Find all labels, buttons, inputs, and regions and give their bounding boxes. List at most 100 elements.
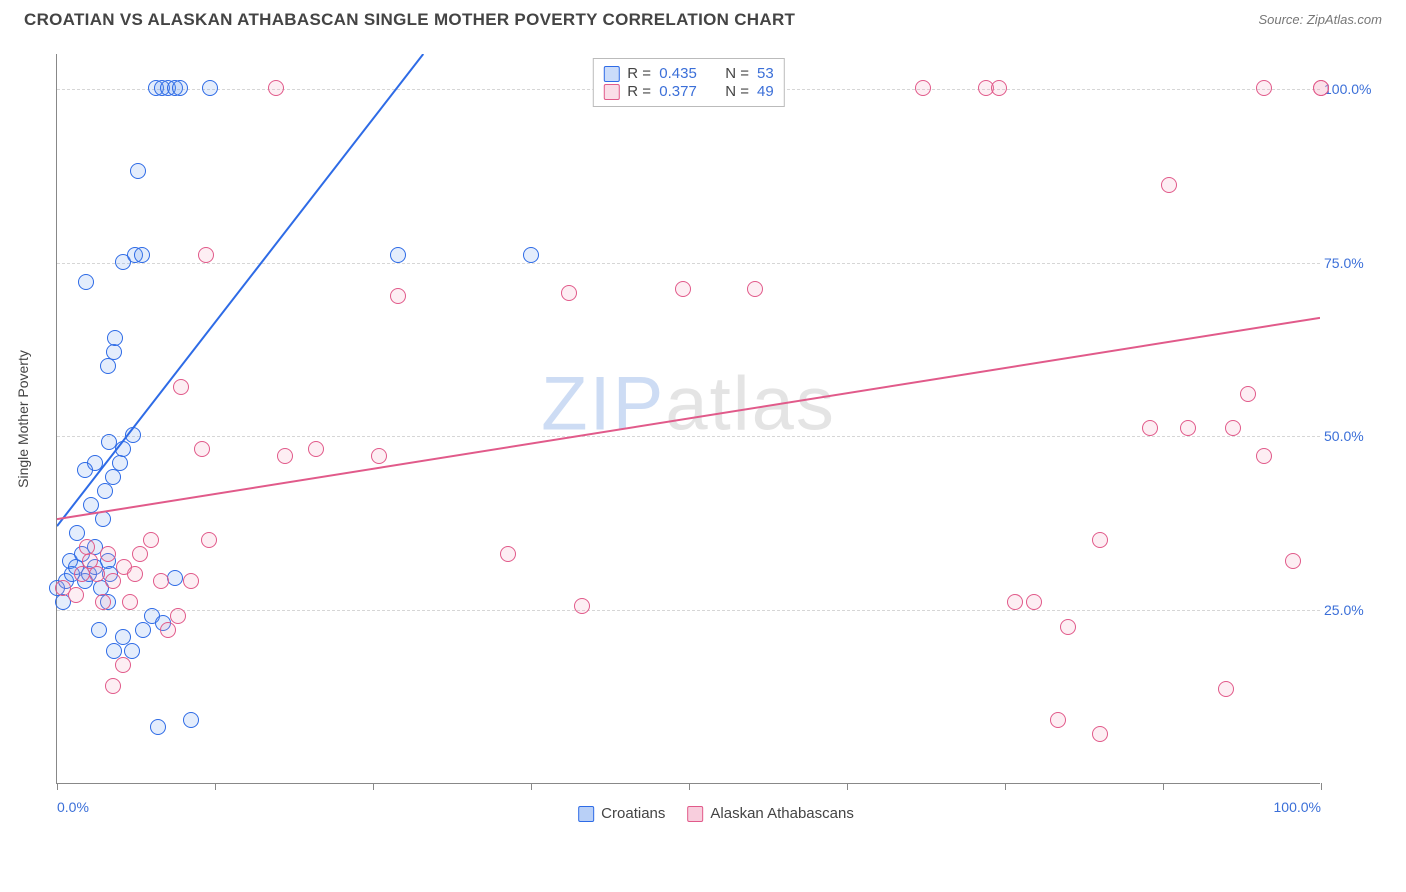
x-tick-label: 100.0% xyxy=(1274,799,1321,815)
x-tick xyxy=(1163,783,1164,790)
x-tick xyxy=(689,783,690,790)
gridline xyxy=(57,436,1320,437)
scatter-point xyxy=(1218,681,1234,697)
scatter-point xyxy=(1026,594,1042,610)
legend-item: Alaskan Athabascans xyxy=(687,805,853,822)
scatter-point xyxy=(127,566,143,582)
legend-r-label: R = xyxy=(627,83,651,100)
scatter-point xyxy=(561,285,577,301)
scatter-point xyxy=(202,80,218,96)
scatter-point xyxy=(135,622,151,638)
scatter-point xyxy=(160,622,176,638)
scatter-point xyxy=(1240,386,1256,402)
scatter-point xyxy=(675,281,691,297)
legend-n-label: N = xyxy=(725,65,749,82)
scatter-point xyxy=(277,448,293,464)
y-axis-label: Single Mother Poverty xyxy=(15,350,31,488)
scatter-point xyxy=(183,712,199,728)
legend-n-label: N = xyxy=(725,83,749,100)
scatter-point xyxy=(91,622,107,638)
scatter-point xyxy=(167,570,183,586)
scatter-point xyxy=(172,80,188,96)
scatter-point xyxy=(523,247,539,263)
legend-n-value: 49 xyxy=(757,83,774,100)
scatter-point xyxy=(115,657,131,673)
scatter-point xyxy=(390,288,406,304)
scatter-point xyxy=(101,434,117,450)
plot-area: Single Mother Poverty ZIPatlas R =0.435N… xyxy=(56,54,1320,784)
legend-series: Croatians Alaskan Athabascans xyxy=(578,805,854,822)
scatter-point xyxy=(107,330,123,346)
scatter-point xyxy=(125,427,141,443)
legend-item: Croatians xyxy=(578,805,665,822)
x-tick xyxy=(1005,783,1006,790)
legend-swatch xyxy=(687,806,703,822)
scatter-point xyxy=(574,598,590,614)
scatter-point xyxy=(1092,726,1108,742)
y-tick-label: 100.0% xyxy=(1324,81,1374,97)
gridline xyxy=(57,610,1320,611)
scatter-point xyxy=(95,511,111,527)
scatter-point xyxy=(1225,420,1241,436)
legend-swatch xyxy=(603,66,619,82)
scatter-point xyxy=(198,247,214,263)
scatter-point xyxy=(130,163,146,179)
scatter-point xyxy=(1050,712,1066,728)
x-tick xyxy=(531,783,532,790)
scatter-point xyxy=(170,608,186,624)
scatter-point xyxy=(371,448,387,464)
scatter-point xyxy=(115,441,131,457)
watermark-zip: ZIP xyxy=(541,361,665,446)
gridline xyxy=(57,263,1320,264)
legend-n-value: 53 xyxy=(757,65,774,82)
legend-r-value: 0.377 xyxy=(659,83,711,100)
scatter-point xyxy=(308,441,324,457)
x-tick xyxy=(57,783,58,790)
scatter-point xyxy=(1180,420,1196,436)
x-tick xyxy=(847,783,848,790)
scatter-point xyxy=(100,546,116,562)
legend-stat-row: R =0.435N = 53 xyxy=(603,65,773,82)
scatter-point xyxy=(1142,420,1158,436)
scatter-point xyxy=(1256,448,1272,464)
scatter-point xyxy=(201,532,217,548)
x-tick xyxy=(215,783,216,790)
trend-lines xyxy=(57,54,1320,783)
y-tick-label: 25.0% xyxy=(1324,602,1374,618)
scatter-point xyxy=(83,497,99,513)
scatter-point xyxy=(390,247,406,263)
scatter-point xyxy=(97,483,113,499)
scatter-point xyxy=(194,441,210,457)
x-tick-label: 0.0% xyxy=(57,799,89,815)
x-tick xyxy=(1321,783,1322,790)
legend-label: Alaskan Athabascans xyxy=(710,805,853,822)
chart-container: Single Mother Poverty ZIPatlas R =0.435N… xyxy=(56,44,1376,824)
watermark-atlas: atlas xyxy=(665,361,836,446)
scatter-point xyxy=(991,80,1007,96)
legend-label: Croatians xyxy=(601,805,665,822)
scatter-point xyxy=(153,573,169,589)
x-tick xyxy=(373,783,374,790)
scatter-point xyxy=(1285,553,1301,569)
scatter-point xyxy=(1313,80,1329,96)
source-prefix: Source: xyxy=(1258,12,1306,27)
scatter-point xyxy=(1060,619,1076,635)
scatter-point xyxy=(150,719,166,735)
scatter-point xyxy=(1007,594,1023,610)
scatter-point xyxy=(143,532,159,548)
scatter-point xyxy=(1256,80,1272,96)
scatter-point xyxy=(134,247,150,263)
scatter-point xyxy=(74,566,90,582)
scatter-point xyxy=(132,546,148,562)
scatter-point xyxy=(183,573,199,589)
scatter-point xyxy=(500,546,516,562)
scatter-point xyxy=(89,566,105,582)
source-name: ZipAtlas.com xyxy=(1307,12,1382,27)
scatter-point xyxy=(122,594,138,610)
scatter-point xyxy=(1161,177,1177,193)
y-tick-label: 50.0% xyxy=(1324,428,1374,444)
scatter-point xyxy=(95,594,111,610)
legend-r-label: R = xyxy=(627,65,651,82)
scatter-point xyxy=(173,379,189,395)
scatter-point xyxy=(1092,532,1108,548)
